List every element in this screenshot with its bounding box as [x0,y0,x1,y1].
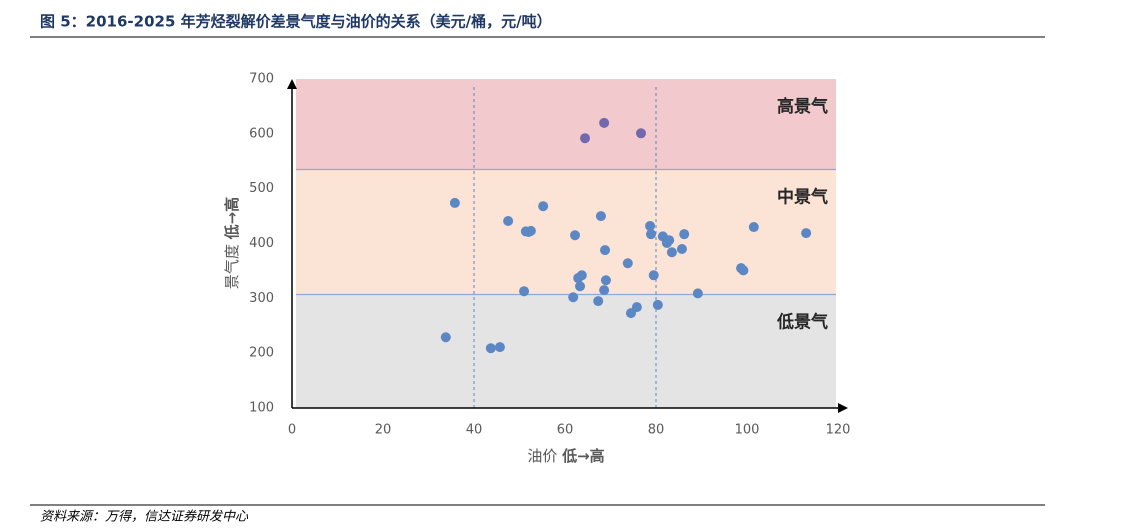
y-axis-arrow [287,79,297,89]
point [645,229,656,240]
point [570,230,581,241]
point [625,308,636,319]
point [692,288,703,299]
point [600,275,611,286]
point [593,296,604,307]
point [679,229,690,240]
zone [296,169,836,295]
zone-label: 低景气 [776,311,828,332]
point [494,342,505,353]
point [576,270,587,281]
point [645,220,656,231]
x-axis-arrow [838,403,848,413]
point [599,117,610,128]
point [600,245,611,256]
x-tick-label: 100 [735,423,760,438]
x-axis-label: 油价 低→高 [527,447,604,465]
point [525,225,536,236]
point [801,228,812,239]
point [676,243,687,254]
x-tick-label: 20 [375,423,392,438]
x-tick-label: 120 [826,423,851,438]
x-tick-label: 60 [557,423,574,438]
zone-label: 高景气 [777,96,828,117]
x-tick-label: 40 [466,423,483,438]
point [648,270,659,281]
x-tick-label: 0 [288,423,296,438]
point [538,201,549,212]
point [568,292,579,303]
point [580,133,591,144]
y-tick-label: 700 [249,72,274,87]
y-axis-label: 景气度 低→高 [223,197,241,289]
x-label-emphasis: 低→高 [561,447,605,465]
x-label-text: 油价 [527,447,557,465]
point [635,128,646,139]
point [652,299,663,310]
chart-title: 图 5：2016-2025 年芳烃裂解价差景气度与油价的关系（美元/桶，元/吨） [40,13,552,31]
point [485,343,496,354]
point [599,285,610,296]
zone [296,79,836,170]
y-tick-label: 200 [249,346,274,361]
point [748,222,759,233]
point [666,247,677,258]
point [503,216,514,227]
point [738,265,749,276]
point [449,197,460,208]
zone-label: 中景气 [777,186,828,207]
point [661,237,672,248]
y-tick-label: 500 [249,181,274,196]
y-tick-label: 100 [249,401,274,416]
y-tick-label: 300 [249,291,274,306]
y-label-emphasis: 低→高 [223,197,241,241]
x-tick-label: 80 [648,423,665,438]
y-tick-label: 600 [249,126,274,141]
point [575,281,586,292]
source: 资料来源：万得，信达证券研发中心 [40,510,249,525]
point [440,332,451,343]
y-label-text: 景气度 [223,244,241,289]
point [595,211,606,222]
zone [296,294,836,408]
point [622,258,633,269]
point [519,286,530,297]
y-tick-label: 400 [249,236,274,251]
